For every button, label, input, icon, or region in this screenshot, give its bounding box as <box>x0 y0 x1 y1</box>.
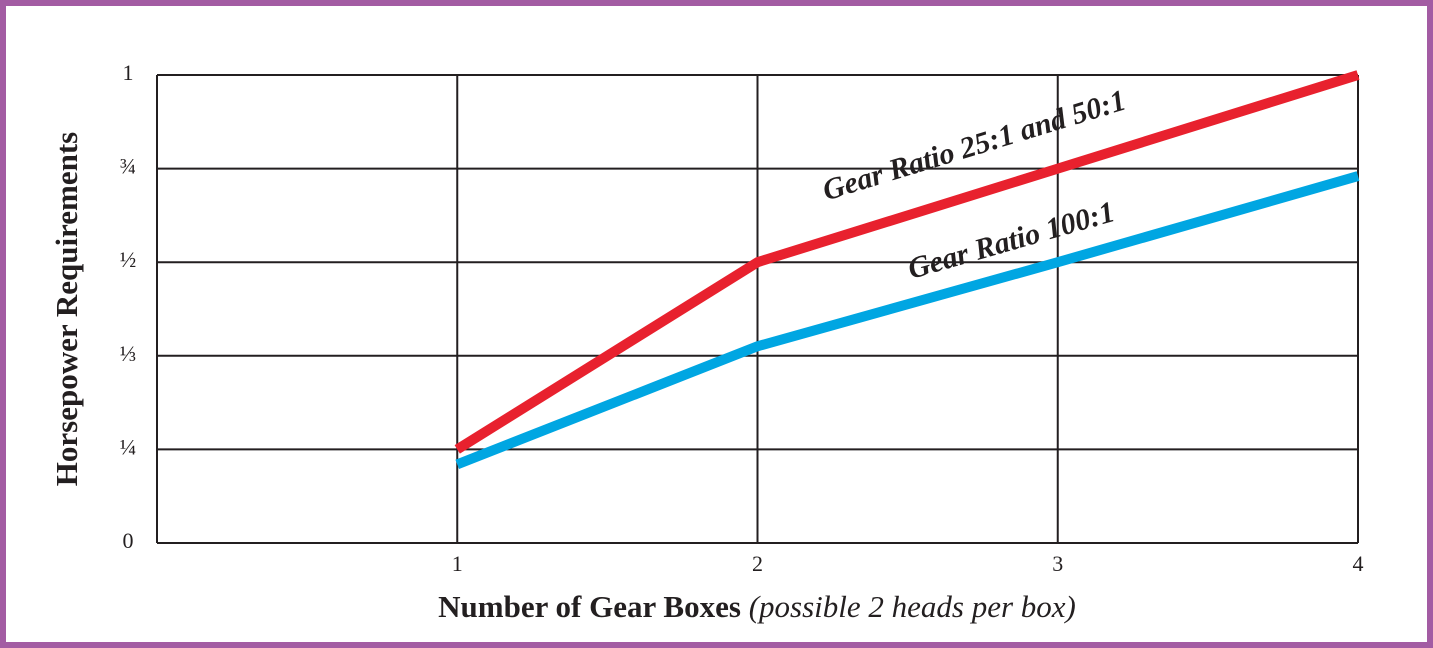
series-line <box>455 171 1360 470</box>
x-tick-label: 4 <box>1353 551 1364 576</box>
y-axis-label: Horsepower Requirements <box>49 132 84 486</box>
x-axis-label: Number of Gear Boxes (possible 2 heads p… <box>438 589 1076 624</box>
x-axis-title: Number of Gear Boxes <box>438 589 741 624</box>
y-tick-label: ¼ <box>120 434 137 459</box>
y-tick-label: 1 <box>123 60 134 85</box>
x-axis-note: (possible 2 heads per box) <box>749 589 1076 624</box>
y-tick-label: 0 <box>123 528 134 553</box>
x-tick-label: 2 <box>752 551 763 576</box>
y-tick-label: ½ <box>120 247 137 272</box>
y-tick-label: ⅓ <box>120 341 137 366</box>
x-tick-label: 1 <box>452 551 463 576</box>
y-tick-label: ¾ <box>120 154 137 179</box>
x-tick-label: 3 <box>1052 551 1063 576</box>
series-line <box>454 70 1360 454</box>
